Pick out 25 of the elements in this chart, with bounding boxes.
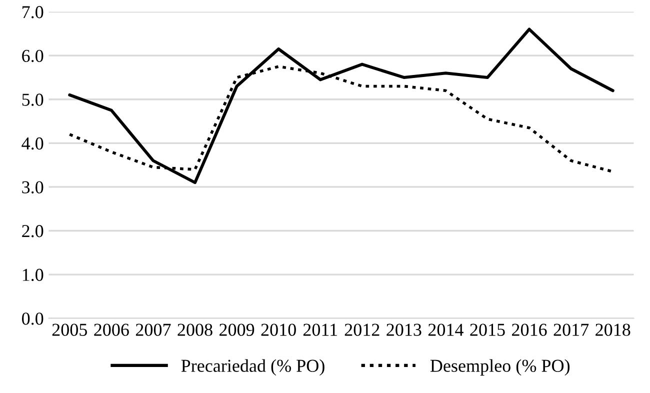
y-tick-label: 5.0 [22, 94, 44, 106]
legend-label: Desempleo (% PO) [430, 359, 570, 376]
x-tick-label: 2006 [94, 324, 129, 336]
x-tick-label: 2005 [52, 324, 87, 336]
y-tick-label: 0.0 [22, 312, 44, 325]
x-tick-label: 2012 [344, 324, 380, 336]
x-tick-label: 2007 [136, 324, 171, 336]
x-tick-label: 2013 [386, 324, 422, 336]
y-tick-label: 4.0 [22, 137, 44, 150]
x-tick-label: 2009 [220, 324, 254, 336]
x-tick-label: 2008 [178, 324, 212, 336]
x-tick-label: 2011 [303, 324, 337, 336]
legend-label: Precariedad (% PO) [181, 359, 324, 376]
x-tick-label: 2018 [596, 324, 630, 336]
x-tick-label: 2015 [470, 324, 505, 336]
y-tick-label: 2.0 [22, 225, 44, 238]
y-tick-label: 3.0 [22, 181, 44, 194]
y-tick-label: 6.0 [22, 50, 44, 62]
x-tick-label: 2016 [512, 324, 547, 336]
x-tick-label: 2017 [554, 324, 589, 336]
line-series [68, 28, 614, 184]
y-tick-label: 7.0 [22, 6, 44, 18]
x-tick-label: 2010 [261, 324, 296, 336]
x-tick-label: 2014 [428, 324, 464, 336]
y-tick-label: 1.0 [22, 268, 44, 282]
